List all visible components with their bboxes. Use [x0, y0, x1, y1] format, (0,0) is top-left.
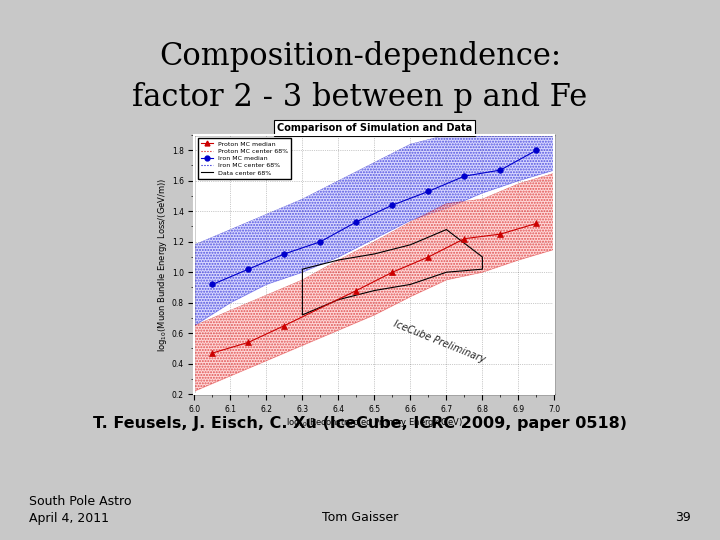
Iron MC median — [496, 167, 505, 173]
Iron MC median — [208, 281, 217, 288]
Text: T. Feusels, J. Eisch, C. Xu (IceCube, ICRC 2009, paper 0518): T. Feusels, J. Eisch, C. Xu (IceCube, IC… — [93, 416, 627, 431]
Proton MC median — [388, 269, 397, 275]
Y-axis label: log$_{10}$(Muon Bundle Energy Loss/(GeV/m)): log$_{10}$(Muon Bundle Energy Loss/(GeV/… — [156, 178, 169, 352]
Iron MC median — [460, 173, 469, 179]
Text: 39: 39 — [675, 511, 691, 524]
Iron MC median — [424, 188, 433, 194]
Proton MC median — [424, 254, 433, 260]
X-axis label: log$_{10}$(Reconstructed Primary Energy/GeV): log$_{10}$(Reconstructed Primary Energy/… — [286, 416, 463, 429]
Iron MC median — [244, 266, 253, 272]
Proton MC median — [352, 287, 361, 294]
Iron MC median — [280, 251, 289, 257]
Iron MC median — [532, 147, 541, 153]
Line: Proton MC median: Proton MC median — [210, 221, 539, 356]
Text: Tom Gaisser: Tom Gaisser — [322, 511, 398, 524]
Line: Iron MC median: Iron MC median — [210, 147, 539, 287]
Proton MC median — [496, 231, 505, 238]
Iron MC median — [352, 219, 361, 225]
Title: Comparison of Simulation and Data: Comparison of Simulation and Data — [276, 123, 472, 133]
Text: IceCube Preliminary: IceCube Preliminary — [392, 319, 487, 365]
Text: South Pole Astro
April 4, 2011: South Pole Astro April 4, 2011 — [29, 495, 131, 525]
Proton MC median — [208, 350, 217, 356]
Proton MC median — [244, 339, 253, 346]
Proton MC median — [280, 322, 289, 329]
Text: Composition-dependence:: Composition-dependence: — [159, 41, 561, 72]
Text: factor 2 - 3 between p and Fe: factor 2 - 3 between p and Fe — [132, 82, 588, 113]
Proton MC median — [532, 220, 541, 227]
Legend: Proton MC median, Proton MC center 68%, Iron MC median, Iron MC center 68%, Data: Proton MC median, Proton MC center 68%, … — [197, 138, 292, 179]
Iron MC median — [388, 202, 397, 208]
Proton MC median — [460, 235, 469, 242]
Iron MC median — [316, 239, 325, 245]
